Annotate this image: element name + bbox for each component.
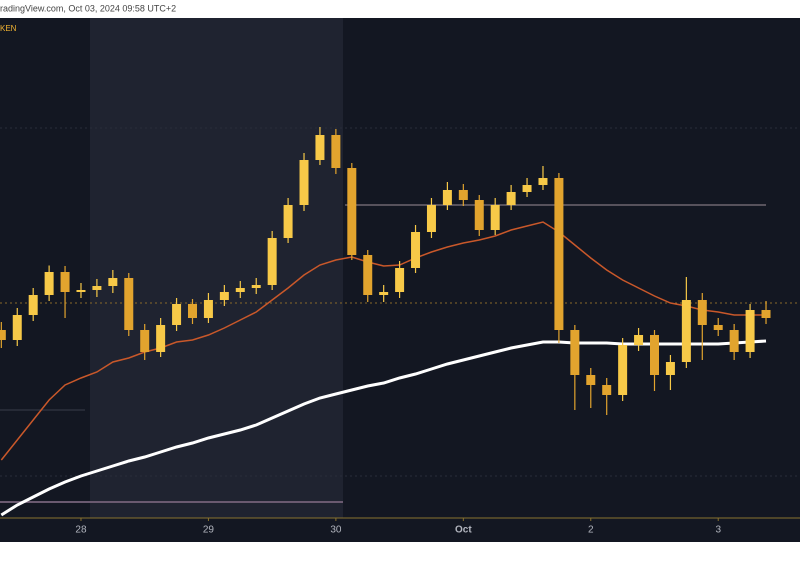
candle-body bbox=[538, 178, 548, 185]
candle-body bbox=[395, 268, 405, 292]
candle-body bbox=[729, 330, 739, 352]
candle-body bbox=[108, 278, 118, 286]
candle-body bbox=[379, 292, 389, 295]
candle-body bbox=[522, 185, 532, 192]
candle-body bbox=[411, 232, 421, 268]
candle-body bbox=[235, 288, 245, 292]
candle-body bbox=[267, 238, 277, 285]
candle-body bbox=[124, 278, 134, 330]
candle-body bbox=[347, 168, 357, 255]
candle-body bbox=[618, 345, 628, 395]
candle-body bbox=[681, 300, 691, 362]
candle-body bbox=[251, 285, 261, 288]
candle-body bbox=[299, 160, 309, 205]
candle-body bbox=[187, 304, 197, 318]
header-bar bbox=[0, 0, 800, 18]
x-tick-label: Oct bbox=[455, 525, 472, 536]
moving-average bbox=[0, 221, 767, 461]
x-tick-label: 3 bbox=[715, 525, 721, 536]
candle-body bbox=[140, 330, 150, 352]
candle-body bbox=[156, 325, 166, 352]
candle-body bbox=[761, 310, 771, 318]
exchange-label: KEN bbox=[0, 24, 17, 33]
candle-body bbox=[442, 190, 452, 205]
candle-body bbox=[570, 330, 580, 375]
candle-body bbox=[92, 286, 102, 290]
candle-body bbox=[76, 290, 86, 292]
candle-body bbox=[586, 375, 596, 385]
candle-body bbox=[60, 272, 70, 292]
x-tick-label: 30 bbox=[330, 525, 342, 536]
candle-body bbox=[363, 255, 373, 295]
candle-body bbox=[554, 178, 564, 330]
candle-body bbox=[745, 310, 755, 352]
candle-body bbox=[697, 300, 707, 325]
candle-body bbox=[203, 300, 213, 318]
candle-body bbox=[44, 272, 54, 295]
chart-title: radingView.com, Oct 03, 2024 09:58 UTC+2 bbox=[0, 3, 176, 13]
candle-body bbox=[28, 295, 38, 315]
candle-body bbox=[283, 205, 293, 238]
candle-body bbox=[649, 335, 659, 375]
candle-body bbox=[665, 362, 675, 375]
candle-body bbox=[634, 335, 644, 345]
x-tick-label: 2 bbox=[588, 525, 594, 536]
candle-body bbox=[713, 325, 723, 330]
candle-body bbox=[331, 135, 341, 168]
candle-body bbox=[474, 200, 484, 230]
plot: 28 29 30 Oct 2 3 bbox=[0, 127, 771, 536]
candle-body bbox=[602, 385, 612, 395]
candle-body bbox=[506, 192, 516, 205]
candle-body bbox=[490, 205, 500, 230]
candle-body bbox=[12, 315, 22, 340]
session-shade bbox=[90, 18, 343, 518]
x-tick-label: 29 bbox=[203, 525, 215, 536]
candle-body bbox=[0, 330, 6, 340]
candle-body bbox=[315, 135, 325, 160]
candle-body bbox=[426, 205, 436, 232]
x-tick-label: 28 bbox=[75, 525, 87, 536]
candle-body bbox=[172, 304, 182, 325]
candle-body bbox=[458, 190, 468, 200]
candle-body bbox=[219, 292, 229, 300]
